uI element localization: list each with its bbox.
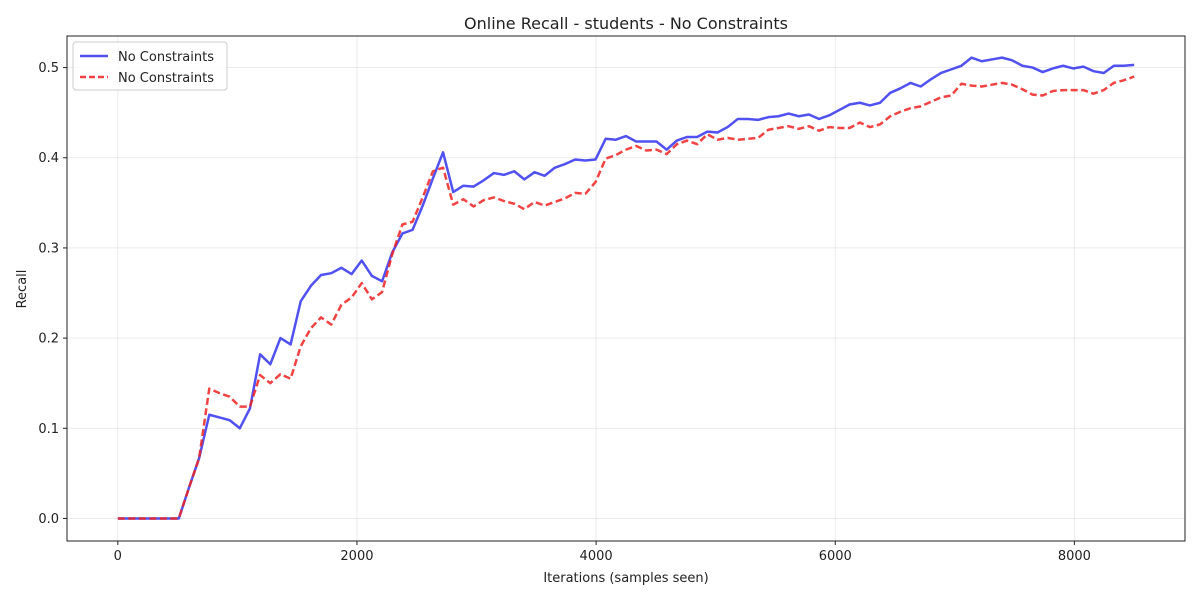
grid — [67, 36, 1185, 541]
legend-box — [72, 41, 228, 91]
x-tick-label: 2000 — [340, 549, 373, 564]
plot-frame — [66, 35, 1186, 542]
series-line-1 — [117, 56, 1135, 520]
y-axis-label: Recall — [15, 270, 30, 309]
legend: No Constraints No Constraints — [72, 41, 228, 91]
y-tick-label: 0.1 — [38, 422, 59, 437]
y-tick-label: 0.3 — [38, 241, 59, 256]
y-tick-label: 0.4 — [38, 151, 59, 166]
legend-label-series-2: No Constraints — [118, 71, 214, 86]
chart-title: Online Recall - students - No Constraint… — [464, 14, 788, 33]
x-tick-label: 6000 — [819, 549, 852, 564]
series-layer — [117, 56, 1135, 520]
x-tick-label: 0 — [114, 549, 122, 564]
y-tick-label: 0.2 — [38, 332, 59, 347]
x-axis: 0 2000 4000 6000 8000 — [114, 541, 1091, 564]
x-tick-label: 4000 — [580, 549, 613, 564]
y-axis: 0.0 0.1 0.2 0.3 0.4 0.5 — [38, 61, 67, 527]
y-tick-label: 0.5 — [38, 61, 59, 76]
series-line-2 — [117, 75, 1135, 520]
x-axis-label: Iterations (samples seen) — [543, 571, 708, 586]
x-tick-label: 8000 — [1058, 549, 1091, 564]
legend-label-series-1: No Constraints — [118, 50, 214, 65]
y-tick-label: 0.0 — [38, 512, 59, 527]
